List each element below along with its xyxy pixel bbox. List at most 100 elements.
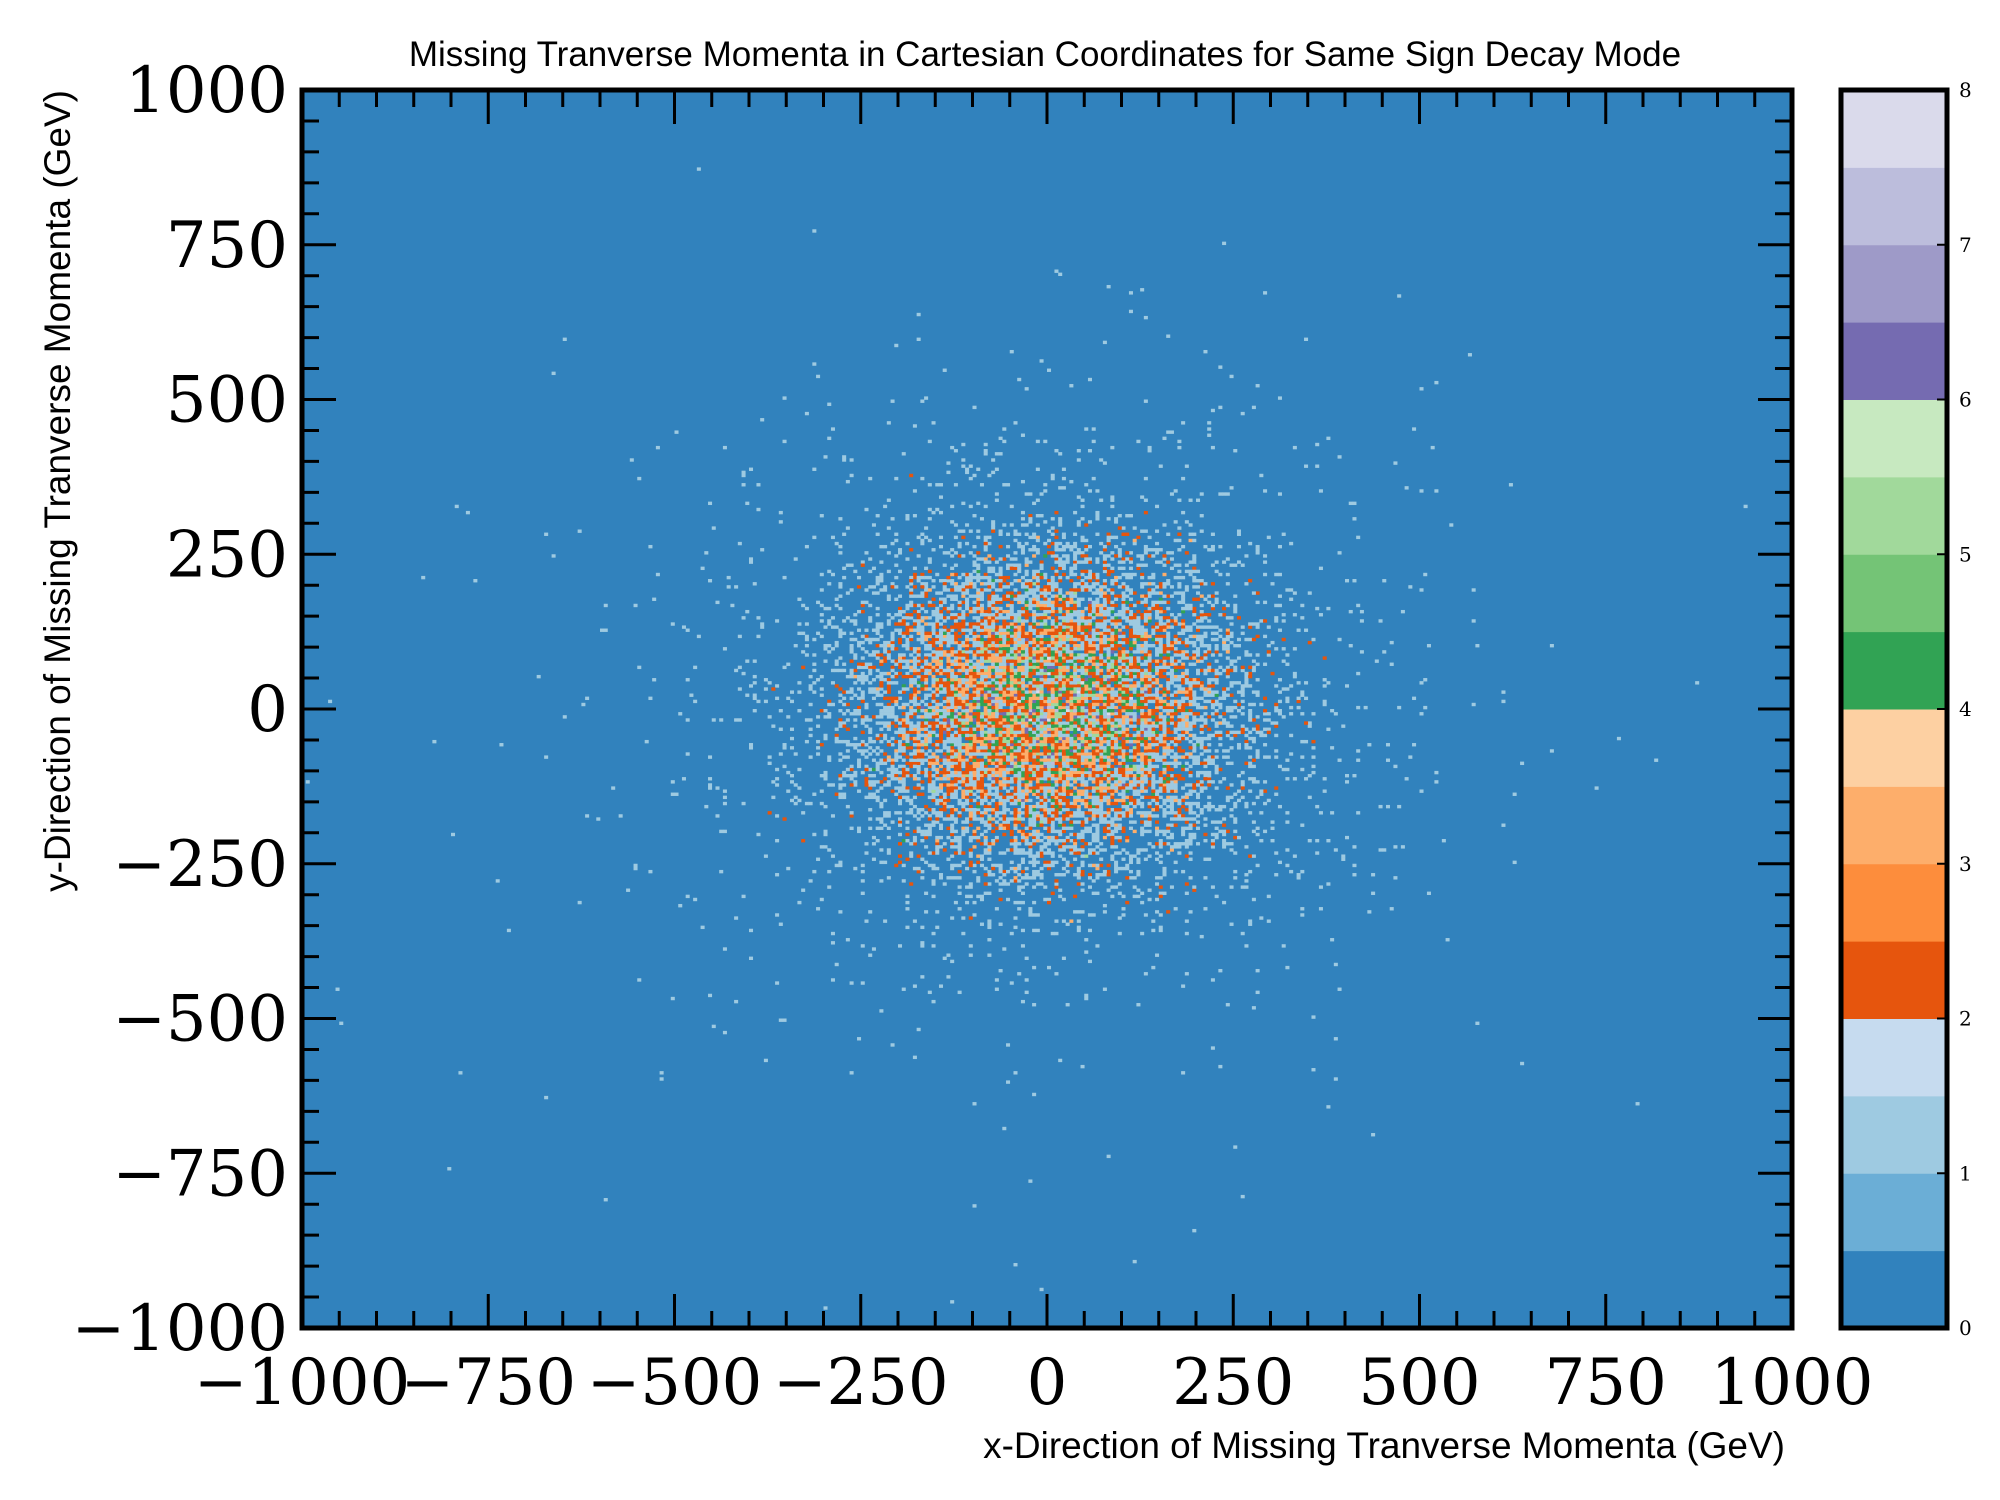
heatmap-cell	[1080, 835, 1085, 840]
heatmap-cell	[1140, 702, 1145, 707]
heatmap-cell	[816, 374, 821, 379]
heatmap-cell	[1061, 674, 1066, 679]
heatmap-cell	[1188, 752, 1193, 756]
heatmap-cell	[1162, 628, 1167, 632]
heatmap-cell	[1225, 628, 1230, 632]
heatmap-cell	[1277, 544, 1282, 549]
heatmap-cell	[1080, 647, 1085, 651]
heatmap-cell	[991, 681, 996, 685]
heatmap-cell	[1069, 699, 1074, 704]
heatmap-cell	[1270, 721, 1275, 725]
heatmap-cell	[1054, 594, 1059, 598]
heatmap-cell	[1106, 696, 1111, 701]
heatmap-cell	[987, 770, 992, 775]
heatmap-cell	[1222, 687, 1227, 691]
heatmap-cell	[1184, 551, 1189, 555]
heatmap-cell	[1095, 560, 1100, 564]
heatmap-cell	[1002, 873, 1007, 877]
heatmap-cell	[894, 699, 899, 704]
heatmap-cell	[901, 743, 906, 747]
heatmap-cell	[938, 758, 944, 762]
heatmap-cell	[1125, 814, 1130, 818]
heatmap-cell	[883, 544, 888, 549]
heatmap-cell	[1024, 705, 1029, 710]
heatmap-cell	[1013, 653, 1018, 657]
heatmap-cell	[1009, 656, 1014, 660]
heatmap-cell	[1140, 774, 1145, 778]
heatmap-cell	[1192, 715, 1197, 719]
heatmap-cell	[927, 575, 932, 580]
heatmap-cell	[1020, 715, 1025, 719]
heatmap-cell	[931, 625, 936, 629]
heatmap-cell	[953, 696, 958, 701]
heatmap-cell	[1114, 758, 1119, 762]
heatmap-cell	[1207, 743, 1212, 747]
heatmap-cell	[1214, 671, 1219, 676]
heatmap-cell	[1244, 674, 1249, 679]
heatmap-cell	[927, 709, 932, 713]
heatmap-cell	[1054, 801, 1059, 806]
heatmap-cell	[1136, 733, 1141, 738]
heatmap-cell	[812, 467, 817, 471]
heatmap-cell	[1106, 644, 1111, 648]
heatmap-cell	[1125, 653, 1130, 657]
heatmap-cell	[1188, 560, 1193, 564]
heatmap-cell	[1210, 1046, 1215, 1050]
heatmap-cell	[1087, 733, 1092, 738]
heatmap-cell	[972, 718, 977, 722]
heatmap-cell	[953, 808, 958, 812]
heatmap-cell	[1020, 597, 1025, 601]
heatmap-cell	[1136, 668, 1141, 673]
heatmap-cell	[994, 628, 999, 632]
heatmap-cell	[1009, 625, 1014, 629]
heatmap-cell	[972, 900, 977, 905]
heatmap-cell	[983, 873, 988, 877]
heatmap-cell	[1255, 693, 1260, 697]
heatmap-cell	[1508, 483, 1513, 487]
heatmap-cell	[994, 712, 999, 716]
heatmap-cell	[1106, 808, 1111, 812]
heatmap-cell	[1009, 829, 1014, 834]
heatmap-cell	[912, 730, 917, 735]
heatmap-cell	[991, 808, 996, 812]
heatmap-cell	[1117, 882, 1122, 886]
heatmap-cell	[909, 712, 914, 716]
heatmap-cell	[979, 644, 984, 648]
heatmap-cell	[927, 730, 932, 735]
heatmap-cell	[1192, 678, 1197, 682]
heatmap-cell	[935, 842, 940, 846]
heatmap-cell	[1017, 829, 1022, 834]
heatmap-cell	[968, 579, 973, 583]
heatmap-cell	[1322, 699, 1327, 704]
heatmap-cell	[1043, 761, 1048, 766]
heatmap-cell	[965, 761, 970, 766]
heatmap-cell	[983, 838, 988, 843]
heatmap-cell	[1024, 613, 1029, 617]
heatmap-cell	[1155, 678, 1160, 682]
heatmap-cell	[797, 798, 802, 803]
heatmap-cell	[1013, 674, 1018, 679]
heatmap-cell	[1006, 746, 1011, 750]
heatmap-cell	[931, 882, 936, 886]
heatmap-cell	[1106, 755, 1111, 759]
heatmap-cell	[994, 659, 999, 663]
heatmap-cell	[1017, 671, 1022, 676]
heatmap-cell	[1207, 780, 1212, 784]
heatmap-cell	[1140, 644, 1145, 648]
heatmap-cell	[924, 591, 929, 595]
heatmap-cell	[1002, 730, 1007, 735]
heatmap-cell	[1073, 656, 1078, 660]
heatmap-cell	[1143, 637, 1148, 642]
heatmap-cell	[968, 702, 973, 707]
heatmap-cell	[991, 662, 996, 666]
heatmap-cell	[1121, 736, 1126, 741]
heatmap-cell	[1054, 690, 1059, 694]
heatmap-cell	[935, 789, 940, 793]
heatmap-cell	[1087, 801, 1092, 806]
heatmap-cell	[953, 767, 958, 772]
heatmap-cell	[898, 777, 903, 781]
heatmap-cell	[864, 705, 869, 710]
heatmap-cell	[1069, 758, 1074, 762]
heatmap-cell	[819, 897, 824, 902]
heatmap-cell	[890, 647, 895, 651]
